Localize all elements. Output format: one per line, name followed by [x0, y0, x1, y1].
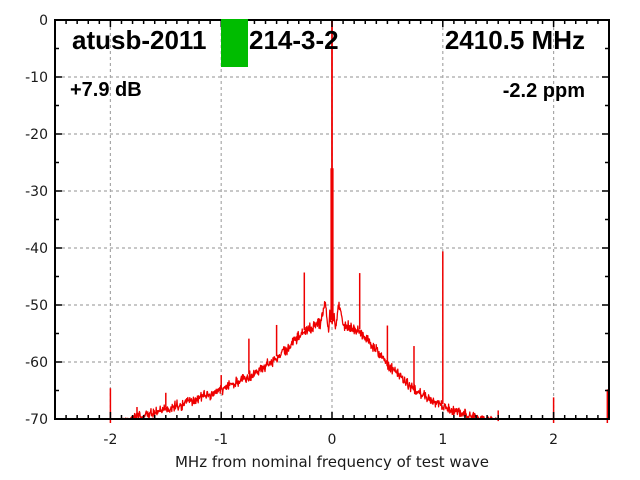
x-axis-title: MHz from nominal frequency of test wave	[175, 453, 489, 471]
center-frequency-label: 2410.5 MHz	[444, 25, 585, 55]
y-tick-label: -60	[25, 355, 48, 371]
y-tick-label: 0	[39, 13, 48, 29]
ppm-offset-label: -2.2 ppm	[502, 80, 585, 102]
y-tick-label: -20	[25, 127, 48, 143]
x-tick-label: -2	[103, 432, 117, 448]
y-tick-label: -40	[25, 241, 48, 257]
plot-title-left: atusb-2011	[72, 25, 207, 55]
x-tick-label: 1	[438, 432, 447, 448]
x-tick-label: 2	[549, 432, 558, 448]
x-tick-label: 0	[328, 432, 337, 448]
x-tick-label: -1	[214, 432, 228, 448]
gain-label: +7.9 dB	[70, 79, 142, 101]
y-tick-label: -10	[25, 70, 48, 86]
plot-title-right-part: 214-3-2	[249, 25, 339, 55]
y-tick-label: -70	[25, 412, 48, 428]
y-tick-label: -30	[25, 184, 48, 200]
y-tick-label: -50	[25, 298, 48, 314]
green-marker-block	[221, 19, 248, 67]
